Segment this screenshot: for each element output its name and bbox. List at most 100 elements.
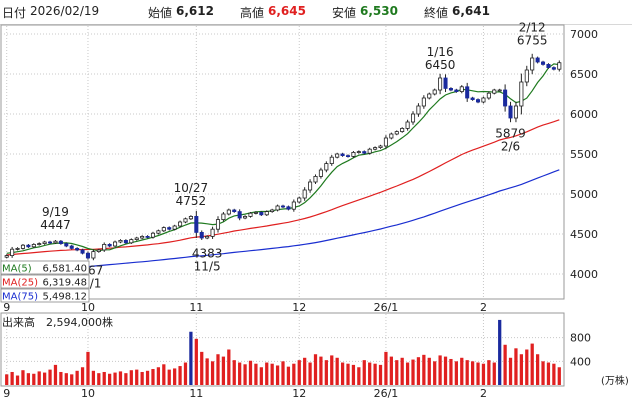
volume-bar — [357, 367, 361, 385]
low-value: 6,530 — [360, 4, 398, 18]
volume-bar — [487, 360, 491, 385]
candle-body — [26, 244, 31, 248]
candle-body — [264, 211, 269, 216]
volume-bar — [227, 349, 231, 385]
volume-bar — [275, 365, 280, 385]
candle-body — [205, 235, 210, 239]
date-tick-label: 10 — [81, 301, 95, 314]
volume-bar — [286, 366, 291, 385]
date-tick-label: 11 — [189, 387, 203, 400]
candle-body — [530, 57, 535, 71]
volume-bar — [232, 360, 236, 385]
volume-bar — [389, 356, 393, 385]
volume-bar — [362, 360, 366, 385]
candle-body — [367, 148, 372, 154]
volume-bar — [384, 351, 388, 385]
volume-bar — [460, 357, 464, 385]
volume-bar — [91, 370, 96, 385]
volume-bar — [335, 357, 339, 385]
volume-bar — [443, 356, 448, 385]
candle-body — [427, 93, 432, 99]
volume-bar — [265, 362, 269, 385]
candle-body — [42, 241, 47, 245]
candle-body — [324, 163, 329, 171]
volume-bar — [21, 370, 25, 385]
volume-bar — [151, 369, 155, 385]
ma-legend: MA(5) 6,581.40 MA(25) 6,319.48 MA(75) 5,498.1… — [0, 260, 90, 303]
volume-bar — [330, 355, 334, 385]
price-header: 日付 2026/02/19 始値 6,612 高値 6,645 安値 6,530… — [0, 0, 632, 25]
ma-legend-box — [0, 260, 90, 275]
candle-body — [503, 89, 508, 107]
date-tick-label: 9 — [3, 301, 10, 314]
price-tick-label: 5500 — [570, 148, 598, 161]
volume-bar — [378, 364, 383, 385]
volume-bar — [481, 363, 486, 385]
candle-body — [20, 244, 25, 249]
volume-bar — [546, 362, 551, 385]
candle-body — [270, 209, 275, 212]
volume-bar — [210, 361, 215, 385]
candle-body — [280, 205, 286, 208]
volume-bar — [405, 362, 410, 385]
candle-body — [286, 206, 291, 210]
candle-body — [188, 215, 193, 220]
volume-bar — [129, 370, 133, 385]
candle-body — [486, 92, 491, 99]
candle-body — [470, 97, 475, 100]
candle-body — [465, 86, 470, 99]
volume-bar — [183, 362, 188, 385]
candle-body — [85, 252, 90, 259]
candle-body — [535, 57, 540, 63]
volume-bar — [519, 354, 523, 385]
candle-body — [194, 215, 199, 233]
volume-bar — [145, 370, 150, 385]
date-label: 日付 — [2, 6, 27, 20]
peak-annotation: 5879 — [495, 127, 526, 141]
date-tick-label: 10 — [81, 387, 95, 400]
candle-body — [394, 131, 399, 135]
volume-bar — [167, 369, 171, 385]
volume-bar — [346, 363, 350, 385]
candle-body — [123, 239, 128, 244]
volume-bar — [26, 373, 31, 385]
candle-body — [405, 121, 410, 129]
candle-body — [438, 77, 443, 91]
volume-bar — [368, 362, 372, 385]
candle-body — [383, 137, 388, 147]
volume-bar — [530, 343, 534, 385]
candle-body — [253, 211, 258, 214]
volume-bars — [5, 319, 561, 385]
candle-body — [400, 127, 405, 132]
volume-bar — [162, 364, 166, 385]
candle-body — [58, 240, 63, 244]
volume-bar — [270, 363, 274, 385]
volume-bar — [541, 361, 545, 385]
volume-bar — [454, 361, 458, 385]
volume-bar — [297, 360, 301, 385]
price-tick-label: 4500 — [570, 228, 598, 241]
ma-legend-value: 5,498.12 — [42, 292, 87, 303]
volume-bar — [508, 357, 513, 385]
candle-body — [15, 247, 20, 250]
volume-bar — [259, 367, 263, 385]
volume-bar — [492, 362, 496, 385]
volume-bar — [373, 363, 377, 385]
volume-bar — [416, 357, 421, 385]
volume-bar — [140, 371, 144, 385]
candle-body — [75, 247, 80, 251]
candle-body — [551, 67, 556, 70]
candle-body — [161, 227, 166, 232]
volume-bar — [124, 373, 128, 385]
candle-body — [150, 232, 156, 238]
candle-body — [275, 205, 280, 211]
volume-bar — [200, 351, 204, 385]
volume-bar — [319, 356, 323, 385]
candle-body — [167, 227, 172, 230]
price-tick-label: 4000 — [570, 268, 598, 281]
volume-bar — [313, 354, 318, 385]
volume-bar — [303, 357, 307, 385]
date-tick-label: 2 — [480, 387, 487, 400]
volume-bar — [221, 356, 226, 385]
